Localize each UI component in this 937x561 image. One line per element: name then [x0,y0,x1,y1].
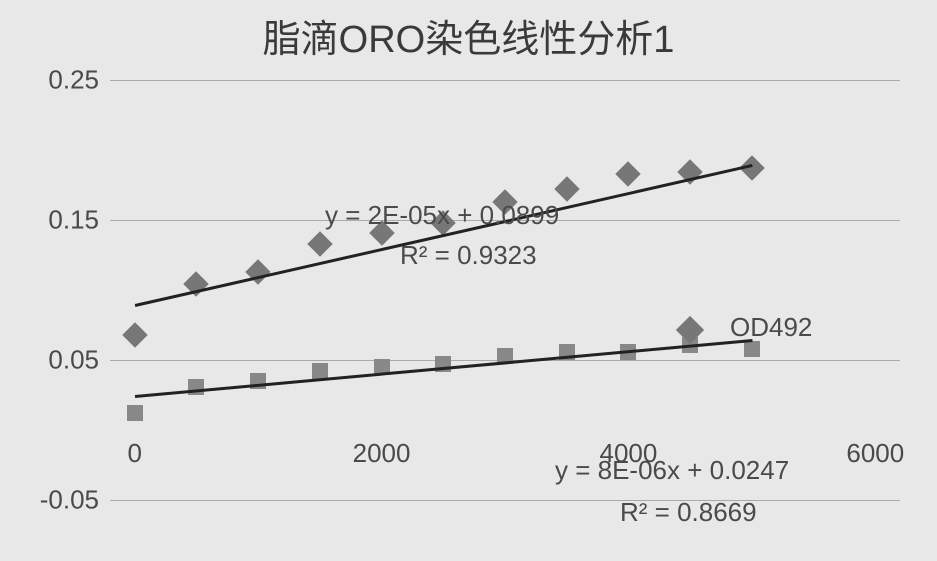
grid-line [110,500,900,501]
chart-container: 脂滴ORO染色线性分析1 [0,0,937,561]
plot-area [110,80,900,500]
diamond-marker [245,259,270,284]
trend-line [135,339,752,397]
diamond-marker [554,176,579,201]
y-tick-label: 0.05 [19,345,99,376]
annotation-text: y = 2E-05x + 0.0899 [325,200,559,231]
x-tick-label: 0 [127,438,141,469]
y-tick-label: 0.25 [19,65,99,96]
diamond-marker [616,161,641,186]
square-marker [127,405,143,421]
annotation-text: R² = 0.9323 [400,240,537,271]
x-tick-label: 2000 [353,438,411,469]
annotation-text: y = 8E-06x + 0.0247 [555,455,789,486]
y-tick-label: -0.05 [19,485,99,516]
square-marker [744,341,760,357]
chart-title: 脂滴ORO染色线性分析1 [0,8,937,63]
diamond-marker [307,231,332,256]
y-tick-label: 0.15 [19,205,99,236]
legend-label: OD492 [730,312,812,343]
x-tick-label: 6000 [846,438,904,469]
annotation-text: R² = 0.8669 [620,497,757,528]
trend-line [134,164,752,306]
diamond-marker [122,322,147,347]
grid-line [110,80,900,81]
